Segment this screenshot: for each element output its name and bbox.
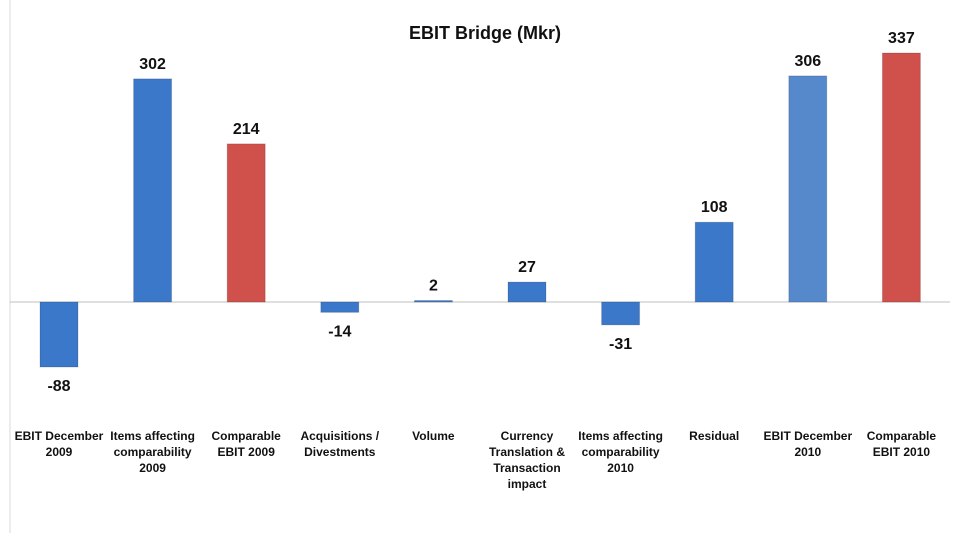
data-label: -14 <box>328 323 351 340</box>
bar <box>133 78 173 303</box>
x-tick-label: Items affecting comparability 2009 <box>110 429 195 475</box>
x-tick-label: Comparable EBIT 2010 <box>866 429 937 459</box>
bar <box>694 221 734 303</box>
bar <box>601 301 641 326</box>
x-tick-label: Comparable EBIT 2009 <box>211 429 281 459</box>
data-label: 214 <box>233 121 260 138</box>
bar <box>320 301 360 313</box>
data-label: 2 <box>429 278 438 295</box>
chart-title: EBIT Bridge (Mkr) <box>409 23 561 43</box>
x-tick-label: EBIT December 2010 <box>763 429 853 459</box>
data-label: 337 <box>888 30 915 47</box>
x-tick-label: Residual <box>689 429 740 443</box>
bar <box>413 300 453 303</box>
data-label: 302 <box>139 56 166 73</box>
bar <box>39 301 79 368</box>
data-label: 108 <box>701 199 728 216</box>
data-label: -31 <box>609 336 632 353</box>
x-tick-label: Currency Translation & Transaction impac… <box>488 429 565 491</box>
bar <box>788 75 828 303</box>
x-tick-label: Volume <box>412 429 455 443</box>
x-tick-label: Items affecting comparability 2010 <box>578 429 663 475</box>
data-label: -88 <box>47 378 70 395</box>
bar <box>881 52 921 303</box>
bar <box>507 281 547 303</box>
data-label: 27 <box>518 259 536 276</box>
data-label: 306 <box>794 53 821 70</box>
x-tick-label: Acquisitions / Divestments <box>300 429 380 459</box>
bar <box>226 143 266 303</box>
x-tick-label: EBIT December 2009 <box>14 429 104 459</box>
